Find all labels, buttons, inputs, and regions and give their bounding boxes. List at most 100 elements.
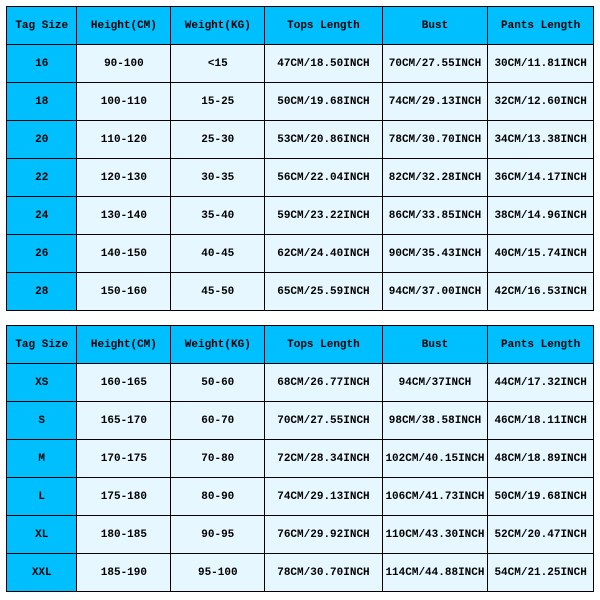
data-cell: 38CM/14.96INCH (488, 197, 594, 235)
data-cell: 170-175 (77, 440, 171, 478)
col-header: Height(CM) (77, 326, 171, 364)
col-header: Tops Length (265, 326, 382, 364)
tag-size-cell: XXL (7, 554, 77, 592)
tag-size-cell: 22 (7, 159, 77, 197)
data-cell: 30CM/11.81INCH (488, 45, 594, 83)
data-cell: 50-60 (171, 364, 265, 402)
tag-size-cell: L (7, 478, 77, 516)
tag-size-cell: 24 (7, 197, 77, 235)
data-cell: 42CM/16.53INCH (488, 273, 594, 311)
data-cell: 180-185 (77, 516, 171, 554)
data-cell: 59CM/23.22INCH (265, 197, 382, 235)
tag-size-cell: 20 (7, 121, 77, 159)
col-header: Pants Length (488, 326, 594, 364)
size-chart-container: Tag SizeHeight(CM)Weight(KG)Tops LengthB… (6, 6, 594, 592)
data-cell: 90-100 (77, 45, 171, 83)
tag-size-cell: XL (7, 516, 77, 554)
data-cell: 47CM/18.50INCH (265, 45, 382, 83)
data-cell: 35-40 (171, 197, 265, 235)
data-cell: 130-140 (77, 197, 171, 235)
data-cell: 70CM/27.55INCH (265, 402, 382, 440)
data-cell: 114CM/44.88INCH (382, 554, 488, 592)
col-header: Pants Length (488, 7, 594, 45)
data-cell: 98CM/38.58INCH (382, 402, 488, 440)
tag-size-cell: 26 (7, 235, 77, 273)
data-cell: 70CM/27.55INCH (382, 45, 488, 83)
data-cell: 54CM/21.25INCH (488, 554, 594, 592)
data-cell: 94CM/37INCH (382, 364, 488, 402)
data-cell: 60-70 (171, 402, 265, 440)
tag-size-cell: XS (7, 364, 77, 402)
data-cell: 50CM/19.68INCH (488, 478, 594, 516)
data-cell: 65CM/25.59INCH (265, 273, 382, 311)
data-cell: 50CM/19.68INCH (265, 83, 382, 121)
table-gap (6, 311, 594, 325)
col-header: Bust (382, 7, 488, 45)
tag-size-cell: M (7, 440, 77, 478)
table-row: 22120-13030-3556CM/22.04INCH82CM/32.28IN… (7, 159, 594, 197)
data-cell: 45-50 (171, 273, 265, 311)
table-row: 24130-14035-4059CM/23.22INCH86CM/33.85IN… (7, 197, 594, 235)
col-header: Tag Size (7, 7, 77, 45)
data-cell: 102CM/40.15INCH (382, 440, 488, 478)
col-header: Bust (382, 326, 488, 364)
data-cell: 34CM/13.38INCH (488, 121, 594, 159)
data-cell: 52CM/20.47INCH (488, 516, 594, 554)
tag-size-cell: 18 (7, 83, 77, 121)
data-cell: 140-150 (77, 235, 171, 273)
table-row: L175-18080-9074CM/29.13INCH106CM/41.73IN… (7, 478, 594, 516)
data-cell: 78CM/30.70INCH (382, 121, 488, 159)
data-cell: 46CM/18.11INCH (488, 402, 594, 440)
table-row: XS160-16550-6068CM/26.77INCH94CM/37INCH4… (7, 364, 594, 402)
col-header: Tops Length (265, 7, 382, 45)
data-cell: 80-90 (171, 478, 265, 516)
data-cell: 62CM/24.40INCH (265, 235, 382, 273)
data-cell: 48CM/18.89INCH (488, 440, 594, 478)
data-cell: 110-120 (77, 121, 171, 159)
tag-size-cell: S (7, 402, 77, 440)
data-cell: 70-80 (171, 440, 265, 478)
table-row: 28150-16045-5065CM/25.59INCH94CM/37.00IN… (7, 273, 594, 311)
data-cell: 72CM/28.34INCH (265, 440, 382, 478)
data-cell: 110CM/43.30INCH (382, 516, 488, 554)
data-cell: 78CM/30.70INCH (265, 554, 382, 592)
data-cell: 120-130 (77, 159, 171, 197)
data-cell: 56CM/22.04INCH (265, 159, 382, 197)
data-cell: 185-190 (77, 554, 171, 592)
table-row: 20110-12025-3053CM/20.86INCH78CM/30.70IN… (7, 121, 594, 159)
table-row: XL180-18590-9576CM/29.92INCH110CM/43.30I… (7, 516, 594, 554)
table-row: XXL185-19095-10078CM/30.70INCH114CM/44.8… (7, 554, 594, 592)
tag-size-cell: 16 (7, 45, 77, 83)
col-header: Weight(KG) (171, 7, 265, 45)
table-row: 18100-11015-2550CM/19.68INCH74CM/29.13IN… (7, 83, 594, 121)
data-cell: 74CM/29.13INCH (382, 83, 488, 121)
table-row: 1690-100<1547CM/18.50INCH70CM/27.55INCH3… (7, 45, 594, 83)
table-row: 26140-15040-4562CM/24.40INCH90CM/35.43IN… (7, 235, 594, 273)
tag-size-cell: 28 (7, 273, 77, 311)
data-cell: 25-30 (171, 121, 265, 159)
data-cell: 32CM/12.60INCH (488, 83, 594, 121)
data-cell: 74CM/29.13INCH (265, 478, 382, 516)
data-cell: 76CM/29.92INCH (265, 516, 382, 554)
data-cell: 165-170 (77, 402, 171, 440)
data-cell: 94CM/37.00INCH (382, 273, 488, 311)
data-cell: 95-100 (171, 554, 265, 592)
data-cell: 40CM/15.74INCH (488, 235, 594, 273)
col-header: Tag Size (7, 326, 77, 364)
data-cell: 36CM/14.17INCH (488, 159, 594, 197)
data-cell: 90CM/35.43INCH (382, 235, 488, 273)
data-cell: 160-165 (77, 364, 171, 402)
size-table-adults: Tag SizeHeight(CM)Weight(KG)Tops LengthB… (6, 325, 594, 592)
data-cell: 106CM/41.73INCH (382, 478, 488, 516)
data-cell: 44CM/17.32INCH (488, 364, 594, 402)
col-header: Height(CM) (77, 7, 171, 45)
data-cell: 100-110 (77, 83, 171, 121)
data-cell: 90-95 (171, 516, 265, 554)
data-cell: 53CM/20.86INCH (265, 121, 382, 159)
size-table-kids: Tag SizeHeight(CM)Weight(KG)Tops LengthB… (6, 6, 594, 311)
data-cell: 150-160 (77, 273, 171, 311)
data-cell: 175-180 (77, 478, 171, 516)
data-cell: 15-25 (171, 83, 265, 121)
col-header: Weight(KG) (171, 326, 265, 364)
data-cell: 82CM/32.28INCH (382, 159, 488, 197)
